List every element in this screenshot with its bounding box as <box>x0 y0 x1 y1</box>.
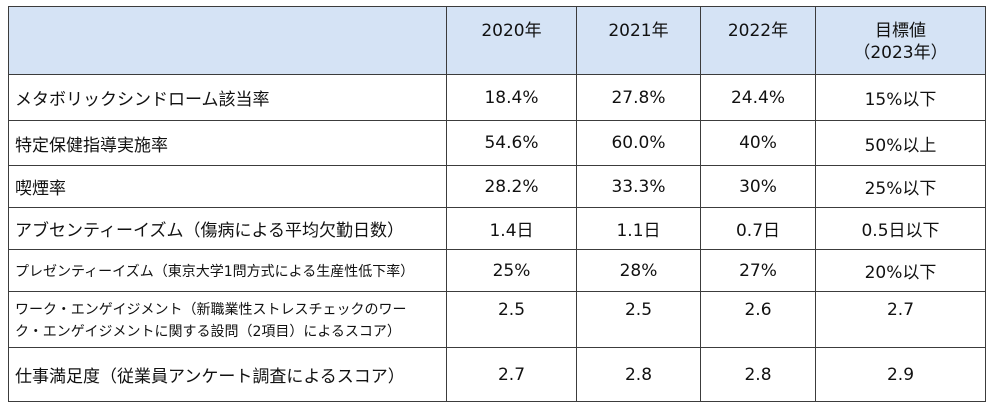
table-row: ワーク・エンゲイジメント（新職業性ストレスチェックのワー ク・エンゲイジメントに… <box>8 291 986 348</box>
cell-2021: 60.0% <box>576 120 701 166</box>
cell-2021: 2.8 <box>576 347 701 402</box>
cell-2020: 54.6% <box>446 120 577 166</box>
cell-2020: 2.7 <box>446 347 577 402</box>
table-row: プレゼンティーイズム（東京大学1問方式による生産性低下率） 25% 28% 27… <box>8 249 986 292</box>
cell-2021: 27.8% <box>576 74 701 121</box>
cell-2022: 0.7日 <box>700 207 816 250</box>
table-row: 喫煙率 28.2% 33.3% 30% 25%以下 <box>8 165 986 208</box>
cell-target: 2.7 <box>815 291 986 348</box>
header-target: 目標値 （2023年） <box>815 6 986 75</box>
header-target-title: 目標値 <box>875 21 926 41</box>
cell-2022: 40% <box>700 120 816 166</box>
cell-2020: 28.2% <box>446 165 577 208</box>
header-2020: 2020年 <box>446 6 577 75</box>
header-2022: 2022年 <box>700 6 816 75</box>
cell-target: 50%以上 <box>815 120 986 166</box>
row-label: 特定保健指導実施率 <box>8 120 447 166</box>
cell-2020: 2.5 <box>446 291 577 348</box>
cell-2022: 27% <box>700 249 816 292</box>
cell-2020: 18.4% <box>446 74 577 121</box>
cell-target: 2.9 <box>815 347 986 402</box>
cell-2021: 2.5 <box>576 291 701 348</box>
cell-target: 0.5日以下 <box>815 207 986 250</box>
row-label: 仕事満足度（従業員アンケート調査によるスコア） <box>8 347 447 402</box>
kpi-table: 2020年 2021年 2022年 目標値 （2023年） メタボリックシンドロ… <box>8 6 986 402</box>
cell-target: 15%以下 <box>815 74 986 121</box>
row-label: メタボリックシンドローム該当率 <box>8 74 447 121</box>
header-label-column <box>8 6 447 75</box>
row-label-line-1: ワーク・エンゲイジメント（新職業性ストレスチェックのワー <box>15 301 407 318</box>
cell-target: 25%以下 <box>815 165 986 208</box>
cell-target: 20%以下 <box>815 249 986 292</box>
header-2021: 2021年 <box>576 6 701 75</box>
cell-2020: 1.4日 <box>446 207 577 250</box>
row-label: ワーク・エンゲイジメント（新職業性ストレスチェックのワー ク・エンゲイジメントに… <box>8 291 447 348</box>
header-target-year: （2023年） <box>853 43 948 63</box>
cell-2021: 28% <box>576 249 701 292</box>
cell-2022: 30% <box>700 165 816 208</box>
header-row: 2020年 2021年 2022年 目標値 （2023年） <box>8 6 986 75</box>
table-row: 仕事満足度（従業員アンケート調査によるスコア） 2.7 2.8 2.8 2.9 <box>8 347 986 402</box>
cell-2021: 33.3% <box>576 165 701 208</box>
cell-2021: 1.1日 <box>576 207 701 250</box>
cell-2022: 24.4% <box>700 74 816 121</box>
row-label: 喫煙率 <box>8 165 447 208</box>
row-label-line-2: ク・エンゲイジメントに関する設問（2項目）によるスコア） <box>15 323 401 340</box>
table-row: 特定保健指導実施率 54.6% 60.0% 40% 50%以上 <box>8 120 986 166</box>
cell-2020: 25% <box>446 249 577 292</box>
row-label: アブセンティーイズム（傷病による平均欠勤日数） <box>8 207 447 250</box>
table-row: メタボリックシンドローム該当率 18.4% 27.8% 24.4% 15%以下 <box>8 74 986 121</box>
cell-2022: 2.6 <box>700 291 816 348</box>
table-row: アブセンティーイズム（傷病による平均欠勤日数） 1.4日 1.1日 0.7日 0… <box>8 207 986 250</box>
row-label: プレゼンティーイズム（東京大学1問方式による生産性低下率） <box>8 249 447 292</box>
cell-2022: 2.8 <box>700 347 816 402</box>
